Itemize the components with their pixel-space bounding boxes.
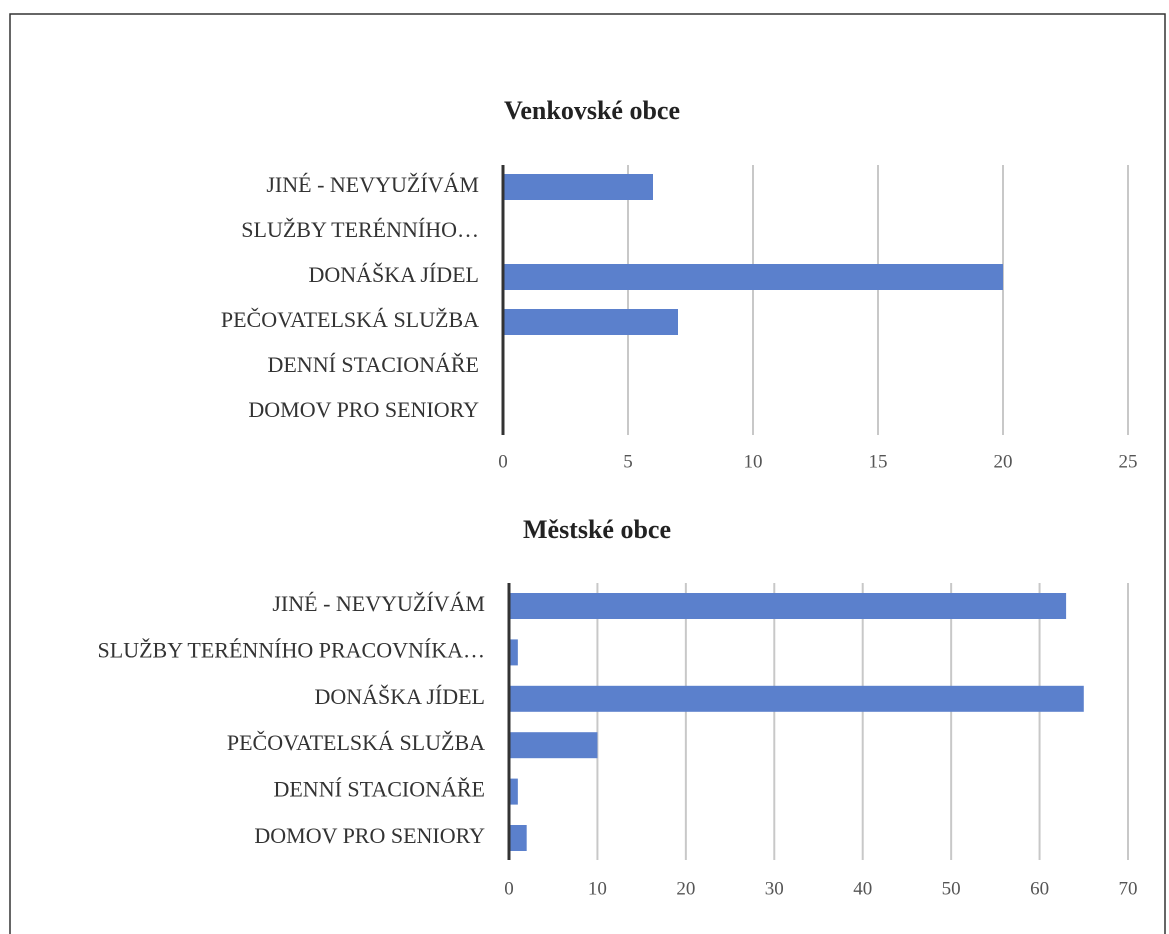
x-tick-label: 20	[676, 878, 695, 899]
x-tick-label: 15	[869, 451, 888, 472]
x-tick-label: 10	[744, 451, 763, 472]
y-tick-label: DENNÍ STACIONÁŘE	[267, 352, 479, 377]
x-tick-label: 50	[942, 878, 961, 899]
y-tick-label: JINÉ - NEVYUŽÍVÁM	[272, 591, 485, 616]
bar	[509, 732, 598, 759]
bar	[509, 778, 518, 805]
chart-title: Městské obce	[523, 515, 671, 544]
bar	[509, 639, 518, 666]
x-tick-label: 20	[994, 451, 1013, 472]
bar	[509, 593, 1067, 619]
y-tick-label: DONÁŠKA JÍDEL	[309, 262, 480, 287]
y-tick-label: PEČOVATELSKÁ SLUŽBA	[227, 730, 485, 755]
x-tick-label: 30	[765, 878, 784, 899]
x-tick-label: 40	[853, 878, 872, 899]
bar	[503, 309, 678, 335]
y-tick-label: DOMOV PRO SENIORY	[248, 397, 479, 422]
x-tick-label: 5	[623, 451, 633, 472]
y-tick-label: DENNÍ STACIONÁŘE	[273, 777, 485, 802]
bar	[509, 685, 1084, 712]
y-tick-label: PEČOVATELSKÁ SLUŽBA	[221, 307, 479, 332]
bar	[503, 264, 1003, 290]
chart-title: Venkovské obce	[504, 96, 680, 125]
frame	[9, 13, 1166, 934]
x-tick-label: 0	[504, 878, 514, 899]
y-tick-label: SLUŽBY TERÉNNÍHO…	[241, 217, 479, 242]
y-tick-label: JINÉ - NEVYUŽÍVÁM	[266, 172, 479, 197]
y-tick-label: DOMOV PRO SENIORY	[254, 823, 485, 848]
y-tick-label: SLUŽBY TERÉNNÍHO PRACOVNÍKA…	[98, 637, 485, 662]
y-tick-label: DONÁŠKA JÍDEL	[315, 684, 486, 709]
x-tick-label: 10	[588, 878, 607, 899]
x-tick-label: 0	[498, 451, 508, 472]
x-tick-label: 60	[1030, 878, 1049, 899]
bar	[509, 825, 527, 851]
x-tick-label: 70	[1119, 878, 1138, 899]
bar	[503, 174, 653, 200]
x-tick-label: 25	[1119, 451, 1138, 472]
